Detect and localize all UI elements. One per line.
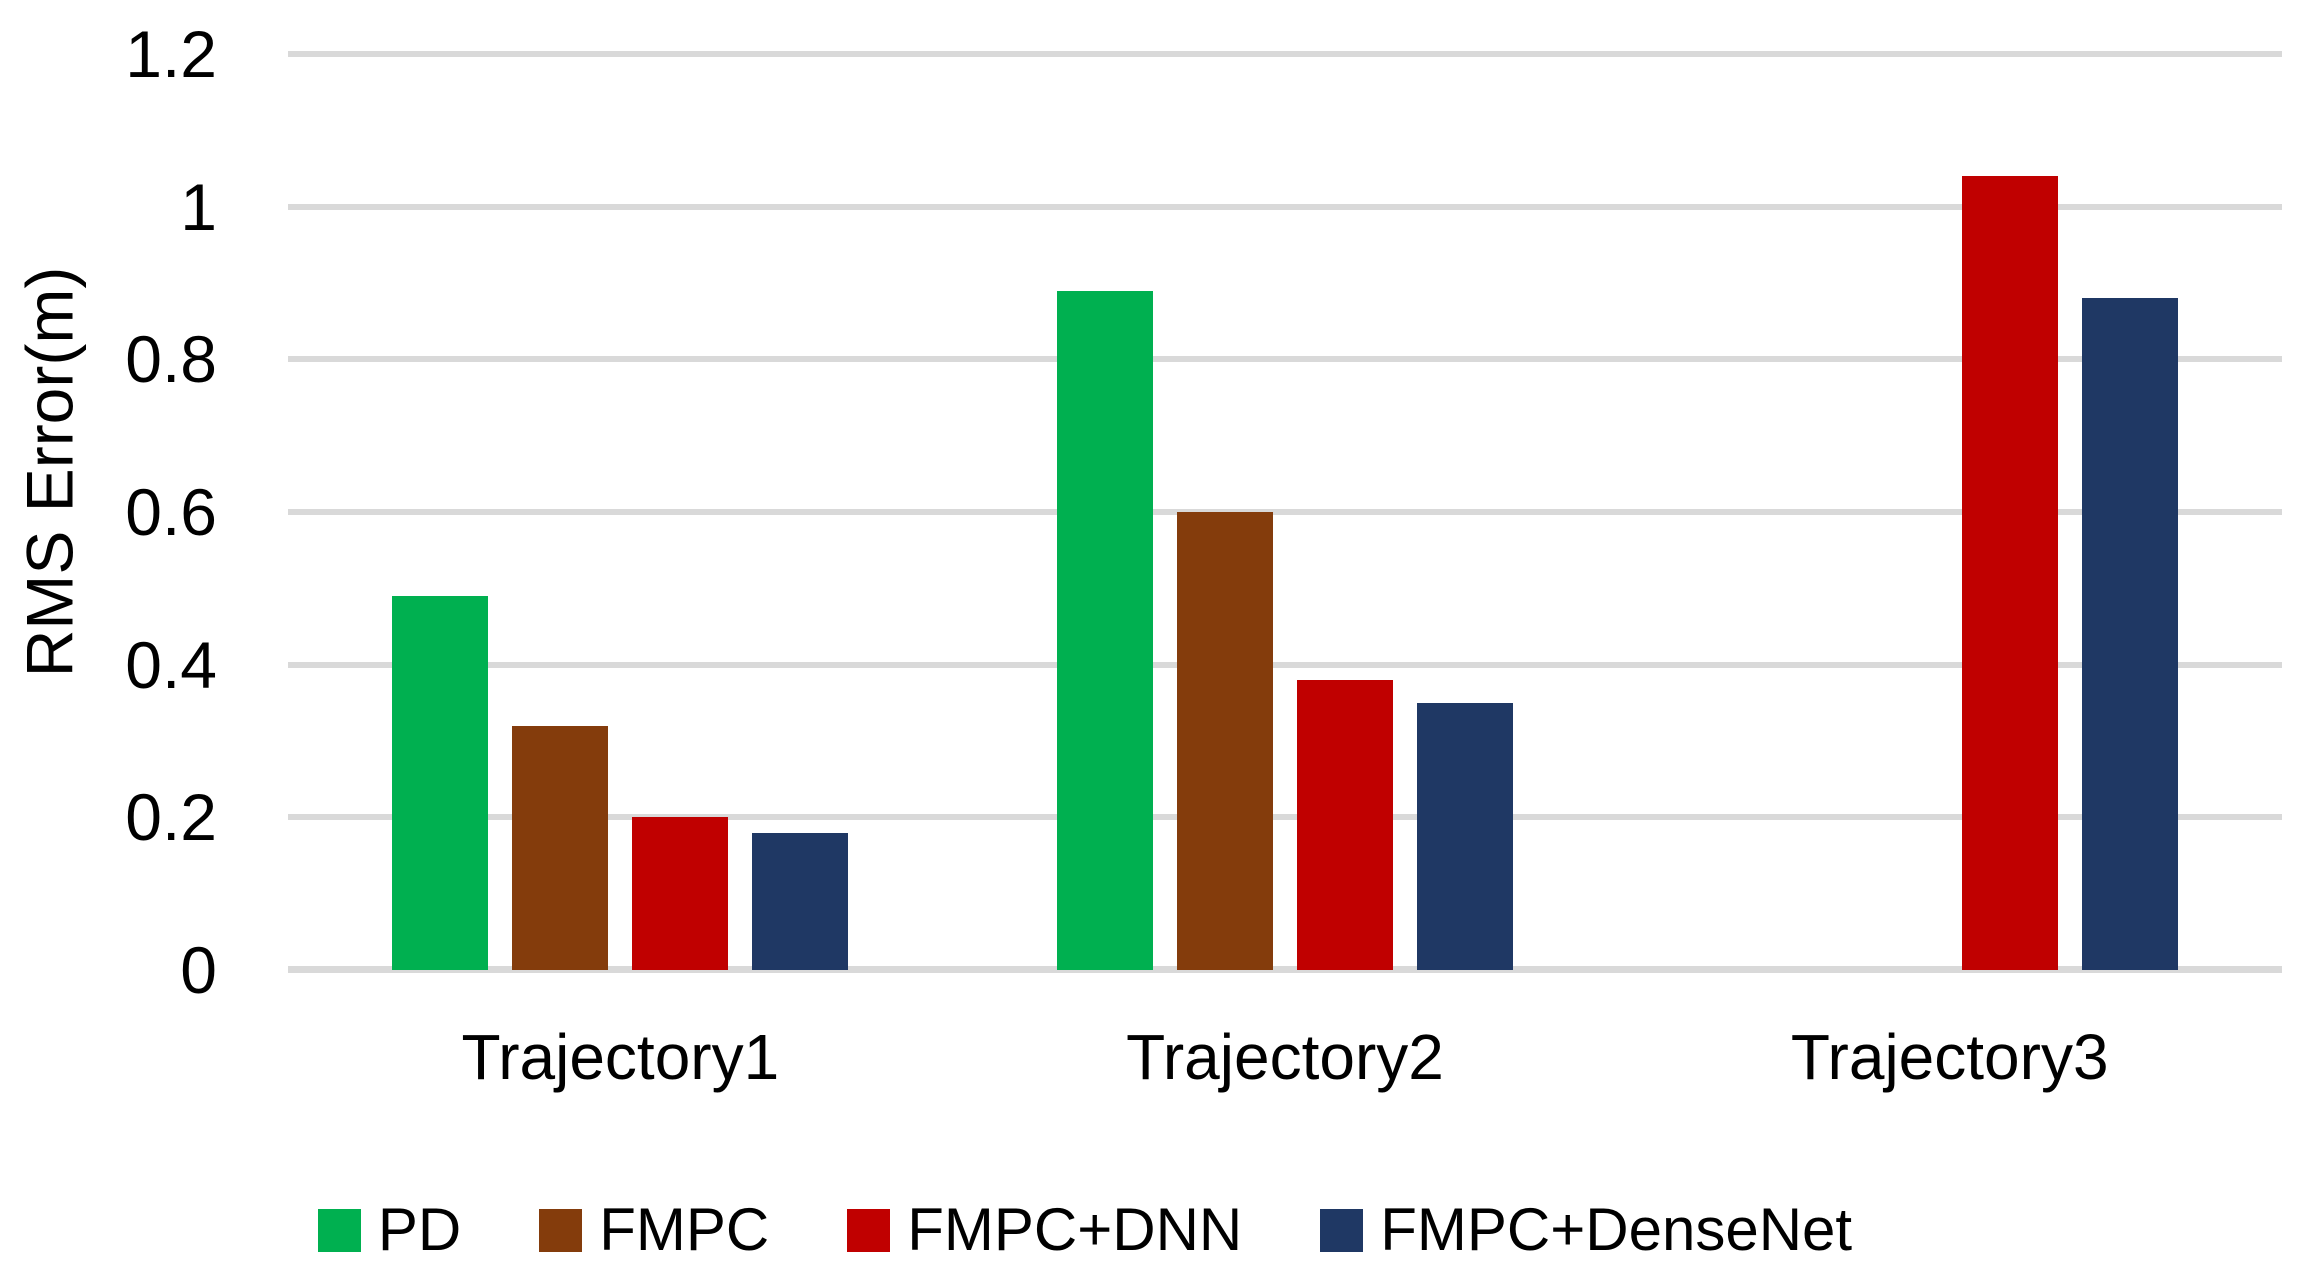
y-tick-label: 0.4: [125, 627, 217, 702]
gridline: [288, 356, 2282, 363]
bar-pd-trajectory2: [1057, 290, 1153, 970]
legend-label: PD: [377, 1196, 462, 1263]
y-tick-label: 0.6: [125, 475, 217, 549]
legend-item-pd: PD: [317, 1196, 462, 1263]
bar-fmpc+dnn-trajectory3: [1961, 176, 2058, 970]
gridline: [288, 51, 2282, 57]
bar-groups: [288, 54, 2282, 970]
y-tick-label: 1.2: [125, 17, 217, 91]
y-tick-label: 0.2: [125, 780, 217, 855]
bar-fmpc-trajectory2: [1177, 512, 1273, 970]
y-axis: 0 0.2 0.4 0.6 0.8 1 1.2: [0, 21, 220, 1003]
legend: PD FMPC FMPC+DNN FMPC+DenseNet: [0, 1200, 2306, 1260]
plot-area: [288, 51, 2282, 973]
legend-label: FMPC: [599, 1196, 770, 1263]
bar-fmpc+dnn-trajectory1: [632, 817, 729, 970]
x-category-label: Trajectory3: [1790, 1021, 2109, 1093]
bar-fmpc+dnn-trajectory2: [1297, 679, 1393, 970]
gridline: [288, 203, 2282, 210]
gridline: [288, 661, 2282, 668]
bar-fmpc+densenet-trajectory2: [1417, 702, 1513, 970]
gridline: [288, 966, 2282, 973]
bar-pd-trajectory1: [392, 595, 489, 970]
bar-fmpc+densenet-trajectory3: [2081, 298, 2178, 970]
y-tick-label: 0.8: [125, 322, 217, 397]
y-tick-label: 1: [180, 169, 217, 244]
legend-swatch: [847, 1208, 891, 1252]
x-category-label: Trajectory2: [1126, 1021, 1444, 1093]
legend-swatch: [1320, 1208, 1364, 1252]
bar-fmpc+densenet-trajectory1: [752, 832, 849, 970]
bar-group-trajectory2: [953, 54, 1618, 970]
gridlines: [288, 51, 2282, 973]
bar-group-trajectory3: [1617, 54, 2282, 970]
bar-fmpc-trajectory1: [512, 725, 609, 970]
y-tick-label: 0: [180, 933, 217, 1007]
legend-label: FMPC+DenseNet: [1380, 1196, 1853, 1263]
legend-item-fmpc: FMPC: [539, 1200, 769, 1260]
gridline: [288, 814, 2282, 821]
gridline: [288, 509, 2282, 515]
x-category-label: Trajectory1: [461, 1021, 780, 1093]
legend-swatch: [539, 1208, 583, 1252]
bar-group-trajectory1: [288, 54, 953, 970]
legend-label: FMPC+DNN: [907, 1196, 1243, 1263]
legend-swatch: [317, 1208, 361, 1252]
legend-item-fmpc+dnn: FMPC+DNN: [847, 1200, 1242, 1260]
legend-item-fmpc+densenet: FMPC+DenseNet: [1320, 1200, 1852, 1260]
x-axis: Trajectory1 Trajectory2 Trajectory3: [288, 1021, 2282, 1093]
